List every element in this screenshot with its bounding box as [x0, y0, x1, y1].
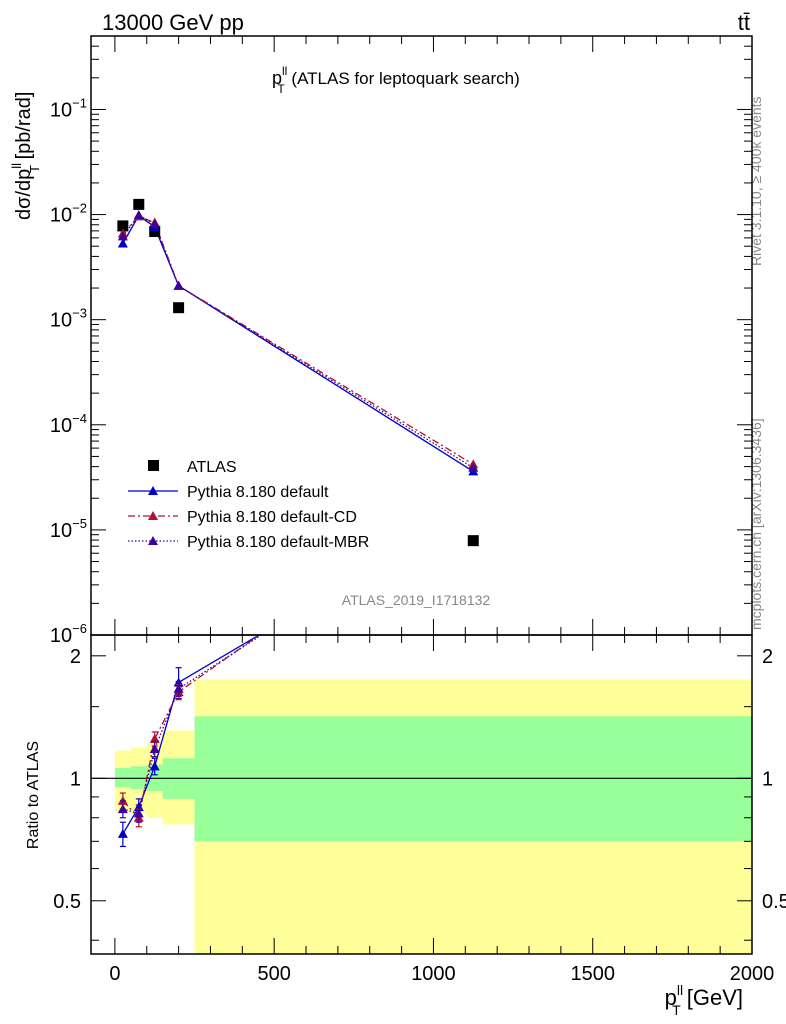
energy-label: 13000 GeV pp	[102, 10, 244, 35]
ratio-panel: 0.5 0.5 1 1 2 2 0 500 1000 1500 2000 Ratio to ATLA…	[25, 479, 786, 1018]
ratio-y-tick-label-right: 1	[762, 768, 773, 790]
x-label-unit: [GeV]	[681, 985, 743, 1010]
ratio-line-mbr	[122, 635, 263, 815]
ratio-point-cd	[149, 733, 160, 743]
y-tick-base: 10	[50, 205, 72, 227]
legend-label-cd: Pythia 8.180 default-CD	[187, 509, 357, 526]
ratio-y-tick-label-right: 0.5	[762, 891, 786, 913]
main-title-rest: (ATLAS for leptoquark search)	[287, 69, 520, 88]
y-tick-exp: −6	[72, 621, 87, 636]
ratio-point-mbr	[149, 744, 160, 754]
legend-label-mbr: Pythia 8.180 default-MBR	[187, 534, 369, 551]
ratio-frame	[90, 634, 753, 955]
data-point-mbr	[149, 219, 160, 229]
y-tick-label: 10−6	[50, 621, 87, 647]
x-tick-label: 1000	[411, 963, 456, 985]
y-tick-exp: −5	[72, 516, 87, 531]
legend-label-data: ATLAS	[187, 459, 237, 476]
ratio-y-tick-label-right: 2	[762, 646, 773, 668]
legend-marker-cd	[148, 511, 158, 520]
ratio-y-tick-label: 2	[70, 646, 81, 668]
main-panel: 10−110−210−310−410−510−6 pll T (ATLAS for…	[9, 35, 753, 647]
ratio-y-tick-label: 1	[70, 768, 81, 790]
ratio-point-mbr	[468, 492, 478, 501]
main-title: pll T (ATLAS for leptoquark search)	[272, 64, 520, 96]
x-label-sub: T	[672, 1002, 681, 1018]
ratio-point-cd	[468, 479, 478, 488]
x-tick-label: 0	[109, 963, 120, 985]
data-point-mbr	[133, 210, 144, 220]
y-tick-label: 10−1	[50, 95, 87, 121]
main-title-symbol: p	[272, 68, 282, 88]
y-tick-base: 10	[50, 520, 72, 542]
legend-marker-data	[148, 460, 159, 471]
y-tick-base: 10	[50, 99, 72, 121]
ratio-y-axis-label: Ratio to ATLAS	[25, 741, 42, 849]
data-point-data	[133, 198, 145, 210]
ratio-point-mbr	[173, 683, 184, 693]
legend-label-default: Pythia 8.180 default	[187, 484, 329, 501]
ratio-point-default	[117, 828, 128, 838]
process-label: tt̄	[738, 10, 750, 35]
data-point-mbr	[468, 462, 479, 472]
y-tick-base: 10	[50, 625, 72, 647]
ratio-point-mbr	[133, 808, 144, 818]
data-point-data	[117, 220, 129, 232]
y-tick-label: 10−3	[50, 306, 87, 332]
ratio-y-tick-label: 0.5	[53, 891, 81, 913]
ratio-plot-area	[91, 479, 752, 954]
main-y-label-sub: T	[27, 165, 42, 173]
y-tick-label: 10−2	[50, 201, 87, 227]
ratio-point-default	[149, 761, 160, 771]
x-tick-label: 2000	[730, 963, 775, 985]
main-y-label-sup: ll	[9, 163, 24, 169]
data-point-default	[117, 238, 128, 248]
ratio-point-default	[468, 504, 478, 513]
data-point-data	[149, 226, 161, 238]
data-point-mbr	[117, 231, 128, 241]
main-y-axis-label: dσ/dpll T [pb/rad]	[9, 92, 42, 220]
x-tick-label: 1500	[570, 963, 615, 985]
main-y-label-unit: [pb/rad]	[13, 92, 35, 165]
series-line-cd	[122, 215, 474, 465]
x-tick-label: 500	[257, 963, 290, 985]
x-label-main: p	[665, 985, 677, 1010]
uncertainty-band-inner	[114, 768, 131, 788]
main-y-label-main: dσ/dp	[13, 169, 35, 220]
main-y-ticks: 10−110−210−310−410−510−6	[50, 45, 752, 647]
series-line-mbr	[122, 214, 474, 469]
data-point-data	[173, 302, 185, 314]
y-tick-exp: −4	[72, 411, 87, 426]
y-tick-label: 10−5	[50, 516, 87, 542]
main-title-sub: T	[277, 82, 285, 96]
data-point-data	[467, 535, 479, 547]
x-label-sup: ll	[677, 982, 683, 998]
y-tick-base: 10	[50, 415, 72, 437]
ratio-x-axis-label: pll T [GeV]	[665, 982, 743, 1018]
y-tick-exp: −1	[72, 95, 87, 110]
ratio-point-mbr	[117, 804, 128, 814]
ratio-ticks: 0.5 0.5 1 1 2 2 0 500 1000 1500 2000	[53, 635, 786, 985]
y-tick-exp: −3	[72, 306, 87, 321]
data-point-mbr	[173, 280, 184, 290]
main-plot-area	[117, 198, 479, 547]
y-tick-label: 10−4	[50, 411, 87, 437]
legend-marker-mbr	[148, 536, 158, 545]
y-tick-exp: −2	[72, 201, 87, 216]
mcplots-info: mcplots.cern.ch [arXiv:1306.3436]	[748, 418, 764, 630]
rivet-info: Rivet 3.1.10, ≥ 400k events	[748, 96, 764, 266]
main-x-ticks	[114, 36, 753, 635]
legend: ATLAS Pythia 8.180 default Pythia 8.180 de…	[128, 459, 369, 551]
analysis-id: ATLAS_2019_I1718132	[342, 592, 491, 608]
legend-marker-default	[148, 486, 158, 495]
main-title-sup: ll	[282, 64, 287, 78]
y-tick-base: 10	[50, 310, 72, 332]
